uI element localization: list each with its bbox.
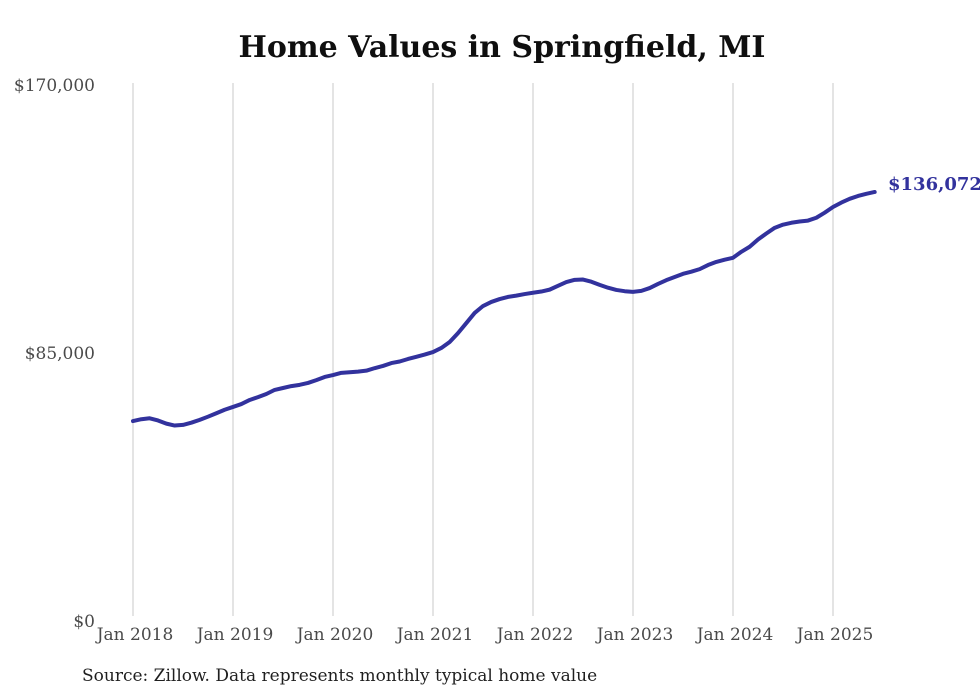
y-axis-tick-labels: $0 $85,000 $170,000 xyxy=(14,76,95,632)
chart-title: Home Values in Springfield, MI xyxy=(239,30,766,65)
x-tick-label: Jan 2018 xyxy=(95,625,174,645)
home-value-line xyxy=(131,189,877,428)
x-tick-label: Jan 2022 xyxy=(495,625,574,645)
source-note: Source: Zillow. Data represents monthly … xyxy=(82,666,597,686)
x-tick-label: Jan 2019 xyxy=(195,625,274,645)
x-axis-tick-labels: Jan 2018 Jan 2019 Jan 2020 Jan 2021 Jan 2022… xyxy=(95,625,874,645)
x-tick-label: Jan 2023 xyxy=(595,625,674,645)
home-value-series xyxy=(131,189,877,428)
y-tick-label: $170,000 xyxy=(14,76,95,96)
x-tick-label: Jan 2025 xyxy=(795,625,874,645)
year-gridlines xyxy=(132,83,834,616)
y-tick-label: $0 xyxy=(73,612,95,632)
x-tick-label: Jan 2021 xyxy=(395,625,474,645)
x-tick-label: Jan 2024 xyxy=(695,625,774,645)
x-tick-label: Jan 2020 xyxy=(295,625,374,645)
y-tick-label: $85,000 xyxy=(25,344,95,364)
end-value-label: $136,072 xyxy=(888,174,980,195)
